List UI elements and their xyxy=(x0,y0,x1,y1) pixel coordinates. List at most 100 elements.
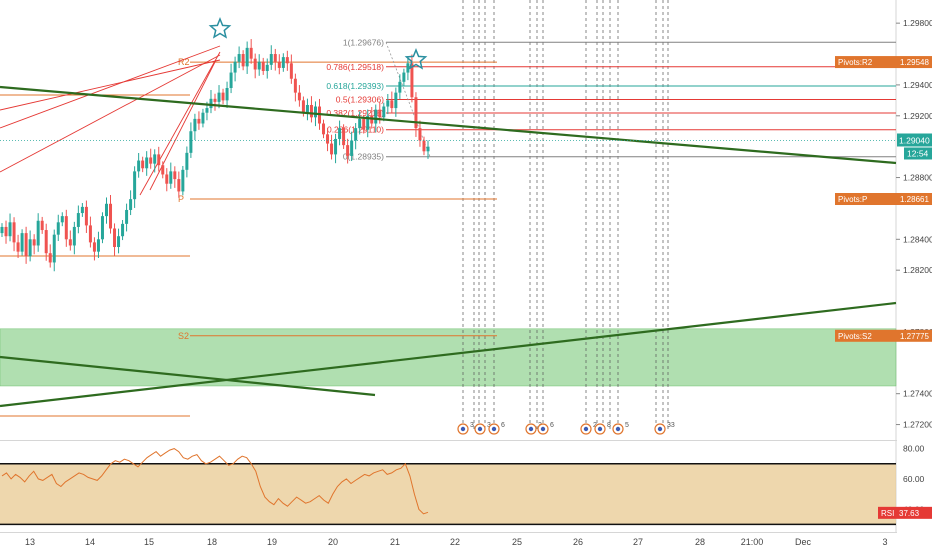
economic-event-markers[interactable]: 3363628533 xyxy=(457,422,675,435)
candle-body xyxy=(88,225,92,243)
pivot-p-badge[interactable] xyxy=(835,193,932,206)
rsi-tick-label: 80.00 xyxy=(903,444,925,454)
candle-body xyxy=(297,92,301,101)
current-price-badge[interactable] xyxy=(897,133,932,147)
candle-body xyxy=(173,171,177,180)
event-count: 33 xyxy=(667,422,675,429)
candle-body xyxy=(418,128,422,141)
trendlines[interactable] xyxy=(0,85,897,408)
descending-trendline xyxy=(0,85,897,165)
candle-body xyxy=(177,179,181,192)
fan-lines[interactable] xyxy=(0,45,221,196)
star-markers xyxy=(208,17,428,70)
candle-body xyxy=(40,220,44,231)
time-axis-background xyxy=(0,533,932,550)
fib-level-label: 0.5(1.29306) xyxy=(336,95,384,105)
candle-body xyxy=(129,199,133,210)
candle-body xyxy=(133,171,137,200)
candle-body xyxy=(277,61,281,68)
event-flag-icon xyxy=(597,426,603,432)
candle-body xyxy=(257,61,261,70)
date-label: 26 xyxy=(573,537,583,547)
candle-body xyxy=(237,54,241,62)
candle-body xyxy=(121,223,125,237)
candle-body xyxy=(12,222,16,243)
price-tick-label: 1.27200 xyxy=(903,420,932,430)
candle-body xyxy=(113,228,117,248)
candle-body xyxy=(60,216,64,223)
pivot-r2-badge[interactable] xyxy=(835,56,932,69)
candle-body xyxy=(305,104,309,113)
pivot-s2-chart-label: S2 xyxy=(178,331,189,341)
candle-body xyxy=(64,216,68,240)
candle-body xyxy=(72,226,76,246)
candle-body xyxy=(100,216,104,240)
countdown-label: 12:54 xyxy=(907,148,929,158)
pivot-badge-value: 1.28661 xyxy=(900,195,929,204)
candle-body xyxy=(301,100,305,113)
event-flag-icon xyxy=(460,426,466,432)
candle-body xyxy=(181,169,185,192)
rsi-value-label: 37.63 xyxy=(899,509,920,518)
fib-level-label: 0.618(1.29393) xyxy=(326,81,384,91)
candle-body xyxy=(225,88,229,101)
price-tick-label: 1.27400 xyxy=(903,389,932,399)
pivot-s2-badge[interactable] xyxy=(835,329,932,342)
candle-body xyxy=(273,54,277,62)
candle-body xyxy=(338,128,342,139)
candle-body xyxy=(185,152,189,170)
candle-body xyxy=(313,106,317,118)
candle-body xyxy=(221,92,225,101)
event-count: 3 xyxy=(487,422,491,429)
candle-body xyxy=(125,209,129,224)
candle-body xyxy=(370,115,374,124)
fib-level-label: 0.382(1.29218) xyxy=(326,108,384,118)
candle-body xyxy=(4,226,8,237)
date-label: 20 xyxy=(328,537,338,547)
candle-body xyxy=(0,226,4,234)
candle-body xyxy=(24,233,28,257)
candle-body xyxy=(205,108,209,113)
candle-body xyxy=(261,61,265,72)
candle-body xyxy=(358,118,362,129)
candle-body xyxy=(189,131,193,153)
candle-body xyxy=(281,57,285,68)
demand-zone-rect xyxy=(0,328,897,387)
candle-body xyxy=(245,47,249,67)
event-flag-icon xyxy=(583,426,589,432)
rsi-tick-label: 60.00 xyxy=(903,474,925,484)
candle-body xyxy=(92,242,96,252)
candle-body xyxy=(141,160,145,169)
candle-body xyxy=(56,222,60,235)
rsi-line xyxy=(1,448,429,515)
candle-body xyxy=(36,220,40,246)
candle-body xyxy=(44,230,48,254)
event-flag-icon xyxy=(477,426,483,432)
candle-body xyxy=(410,63,414,98)
demand-zone xyxy=(0,328,897,387)
candle-body xyxy=(293,78,297,93)
candle-body xyxy=(382,106,386,118)
price-tick-label: 1.29200 xyxy=(903,111,932,121)
price-tick-label: 1.28200 xyxy=(903,265,932,275)
fan-ray xyxy=(139,51,221,196)
candle-body xyxy=(76,213,80,227)
rsi-value-badge[interactable] xyxy=(878,506,932,519)
candle-body xyxy=(265,64,269,72)
candle-body xyxy=(378,109,382,118)
fib-trend-line xyxy=(385,42,431,157)
price-tick-label: 1.29400 xyxy=(903,80,932,90)
candle-body xyxy=(197,118,201,124)
candle-body xyxy=(145,157,149,169)
candle-body xyxy=(157,154,161,166)
candle-body xyxy=(285,57,289,64)
candle-body xyxy=(422,140,426,152)
pivot-badge-value: 1.27775 xyxy=(900,332,929,341)
pivot-badge-label: Pivots:P xyxy=(838,195,867,204)
time-axis[interactable]: 13 14 15 18 19 20 21 22 25 26 27 28 21:00 Dec 3 xyxy=(0,533,932,550)
date-label: 13 xyxy=(25,537,35,547)
